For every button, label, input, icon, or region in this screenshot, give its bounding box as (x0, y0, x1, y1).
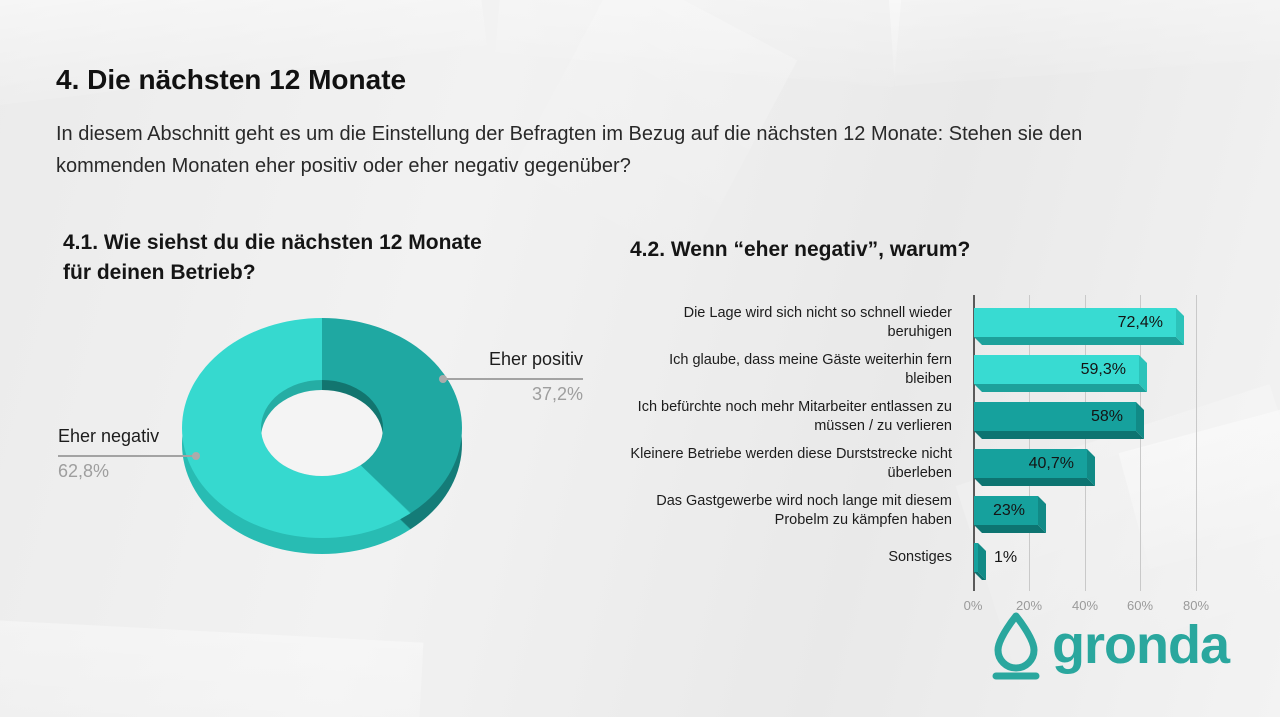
category-label: Das Gastgewerbe wird noch lange mit dies… (656, 493, 952, 528)
background-streak (0, 0, 488, 114)
gridline (1196, 295, 1197, 591)
page-subtitle: In diesem Abschnitt geht es um die Einst… (56, 123, 1083, 178)
y-axis-line (973, 295, 975, 591)
value-label: 23% (992, 501, 1025, 519)
x-axis-label: 80% (1182, 598, 1210, 613)
category-label: Die Lage wird sich nicht so schnell wied… (683, 305, 952, 340)
category-label: Ich befürchte noch mehr Mitarbeiter entl… (637, 399, 952, 434)
bar-face (974, 543, 978, 572)
bar (974, 355, 1147, 392)
callout-dot (439, 375, 447, 383)
donut-hole (261, 380, 383, 476)
x-axis-label: 20% (1015, 598, 1043, 613)
value-label: 40,7% (1028, 454, 1074, 472)
bar-depth (974, 478, 1095, 486)
gridline (1085, 295, 1086, 591)
category-label: Sonstiges (888, 549, 952, 566)
logo-text: gronda (1052, 615, 1230, 675)
donut-chart-title: 4.1. Wie siehst du die nächsten 12 Monat… (63, 231, 482, 284)
x-axis-label: 0% (963, 598, 983, 613)
bar-face (974, 355, 1139, 384)
x-axis-label: 60% (1126, 598, 1154, 613)
page-title: 4. Die nächsten 12 Monate (56, 64, 407, 95)
donut-chart (182, 318, 462, 554)
bar-face (974, 449, 1087, 478)
callout-label-positiv: Eher positiv (488, 349, 583, 369)
bar-depth (974, 384, 1147, 392)
callout-line (443, 378, 583, 380)
background-streak (495, 0, 905, 88)
x-axis-label: 40% (1071, 598, 1099, 613)
category-label: Kleinere Betriebe werden diese Durststre… (630, 446, 952, 481)
background-streak (886, 0, 1280, 86)
callout-value-positiv: 37,2% (531, 384, 583, 404)
value-label: 72,4% (1117, 313, 1163, 331)
bar (974, 308, 1184, 345)
callout-dot (192, 452, 200, 460)
bar (974, 402, 1144, 439)
gridline (1029, 295, 1030, 591)
callout-value-negativ: 62,8% (58, 461, 110, 481)
background-streak (0, 617, 424, 717)
bar-depth (974, 337, 1184, 345)
value-label: 59,3% (1080, 360, 1126, 378)
callout-label-negativ: Eher negativ (58, 426, 160, 446)
bar (974, 449, 1095, 486)
gronda-logo: gronda (988, 610, 1230, 682)
bar-face (974, 402, 1136, 431)
bar-chart-title: 4.2. Wenn “eher negativ”, warum? (630, 238, 971, 261)
gridline (1140, 295, 1141, 591)
bar-plot: 0% 20% 40% 60% 80% 72,4% 59,3% 58% 40,7% (964, 293, 1273, 613)
category-label: Ich glaube, dass meine Gäste weiterhin f… (669, 352, 952, 387)
callout-line (58, 455, 198, 457)
bar-chart: 0% 20% 40% 60% 80% 72,4% 59,3% 58% 40,7% (620, 293, 1280, 625)
bar-face (974, 308, 1176, 337)
value-label: 58% (1090, 407, 1123, 425)
bar-depth (974, 525, 1046, 533)
bar-face (974, 496, 1038, 525)
bar (974, 543, 986, 580)
droplet-icon (992, 612, 1040, 680)
value-label: 1% (994, 548, 1018, 566)
bar-depth (974, 431, 1144, 439)
bar (974, 496, 1046, 533)
